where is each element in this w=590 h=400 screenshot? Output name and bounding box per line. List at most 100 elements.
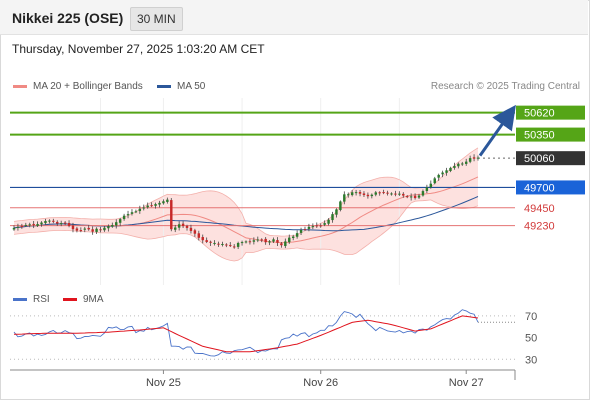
level-label-50620: 50620: [524, 108, 555, 120]
credit-text: Research © 2025 Trading Central: [430, 81, 580, 92]
candle-body: [63, 222, 67, 224]
level-lines-layer: [10, 111, 515, 227]
bollinger-band-fill: [14, 147, 478, 261]
candle: [378, 191, 381, 196]
candle-body: [425, 187, 429, 191]
ma50-swatch: [157, 85, 171, 88]
x-tick-label-1: Nov 26: [303, 377, 338, 389]
candle: [354, 189, 358, 196]
candle: [402, 192, 405, 198]
candle-body: [464, 161, 468, 164]
candle-body: [158, 202, 161, 205]
candle-body: [40, 222, 43, 225]
candle: [256, 236, 260, 243]
candle: [229, 242, 232, 248]
candle: [331, 211, 334, 223]
candle: [417, 193, 421, 200]
candle-body: [433, 178, 436, 184]
candle-body: [378, 192, 381, 194]
candle: [319, 223, 322, 228]
chart-header: Nikkei 225 (OSE) 30 MIN: [0, 0, 588, 35]
candle-body: [217, 243, 220, 245]
candle-body: [99, 229, 102, 231]
candle: [118, 217, 122, 226]
candle-body: [394, 193, 397, 195]
candle-body: [142, 207, 145, 209]
candle: [32, 220, 35, 229]
candle-body: [36, 224, 39, 226]
candle-body: [445, 170, 448, 173]
candle-body: [307, 226, 311, 229]
candle: [394, 190, 397, 197]
candle: [185, 224, 189, 231]
candle: [240, 240, 244, 246]
candle: [95, 227, 98, 234]
candle: [288, 234, 291, 244]
candle-body: [284, 241, 287, 247]
candle: [59, 220, 63, 227]
candle-body: [146, 205, 149, 208]
candle: [299, 227, 303, 236]
candle: [115, 219, 118, 229]
candle-body: [111, 225, 114, 227]
target-arrow-icon: [478, 104, 516, 157]
candle-body: [240, 242, 244, 244]
candle: [111, 222, 114, 228]
candle-body: [87, 227, 90, 230]
candle-body: [343, 194, 346, 202]
candle-body: [166, 199, 169, 202]
candle-body: [154, 204, 157, 206]
timestamp: Thursday, November 27, 2025 1:03:20 AM C…: [12, 42, 265, 56]
candle-body: [319, 225, 322, 227]
candle: [236, 241, 240, 250]
candle: [134, 209, 138, 214]
rsi-9ma-line: [13, 315, 479, 353]
candle-body: [453, 165, 456, 168]
candle-body: [268, 241, 271, 243]
candle-body: [398, 193, 401, 195]
candle: [217, 241, 220, 247]
rsi-line: [13, 309, 479, 357]
candle: [268, 240, 271, 246]
candle-body: [115, 222, 118, 226]
level-label-49700: 49700: [524, 182, 555, 194]
candle-body: [299, 229, 303, 233]
level-label-49450: 49450: [524, 203, 555, 215]
candle-body: [468, 158, 472, 162]
candle: [75, 226, 79, 233]
legend-ma20-label: MA 20 + Bollinger Bands: [33, 81, 143, 92]
legend-ma50-label: MA 50: [177, 81, 206, 92]
candle-body: [189, 227, 193, 231]
candle-body: [402, 193, 405, 196]
candle: [437, 173, 440, 181]
candle: [311, 223, 315, 230]
level-badge-50620: [516, 105, 585, 120]
candle: [468, 155, 472, 164]
rsi-layer: 70 50 30: [10, 309, 537, 366]
x-tick-label-2: Nov 27: [449, 377, 484, 389]
candle-body: [170, 200, 173, 230]
candle-body: [71, 225, 75, 230]
timeframe-badge[interactable]: 30 MIN: [130, 7, 183, 31]
legend-rsi: RSI: [13, 294, 50, 305]
candle: [323, 220, 326, 227]
candle: [464, 158, 468, 166]
candle: [425, 184, 429, 194]
candle: [197, 230, 201, 241]
legend-9ma: 9MA: [63, 294, 104, 305]
candle-body: [79, 230, 83, 232]
candle-body: [56, 221, 59, 224]
candle-body: [421, 191, 425, 196]
candle-body: [48, 220, 51, 222]
candle: [358, 190, 362, 197]
candle-body: [303, 229, 307, 231]
candle: [87, 225, 90, 231]
instrument-title: Nikkei 225 (OSE): [12, 10, 124, 26]
candle-body: [83, 228, 86, 230]
candle: [350, 189, 354, 197]
candle-body: [331, 214, 334, 221]
level-badge-50060: [516, 151, 585, 166]
candle: [374, 190, 377, 197]
candle: [382, 189, 385, 195]
candle: [79, 227, 83, 233]
